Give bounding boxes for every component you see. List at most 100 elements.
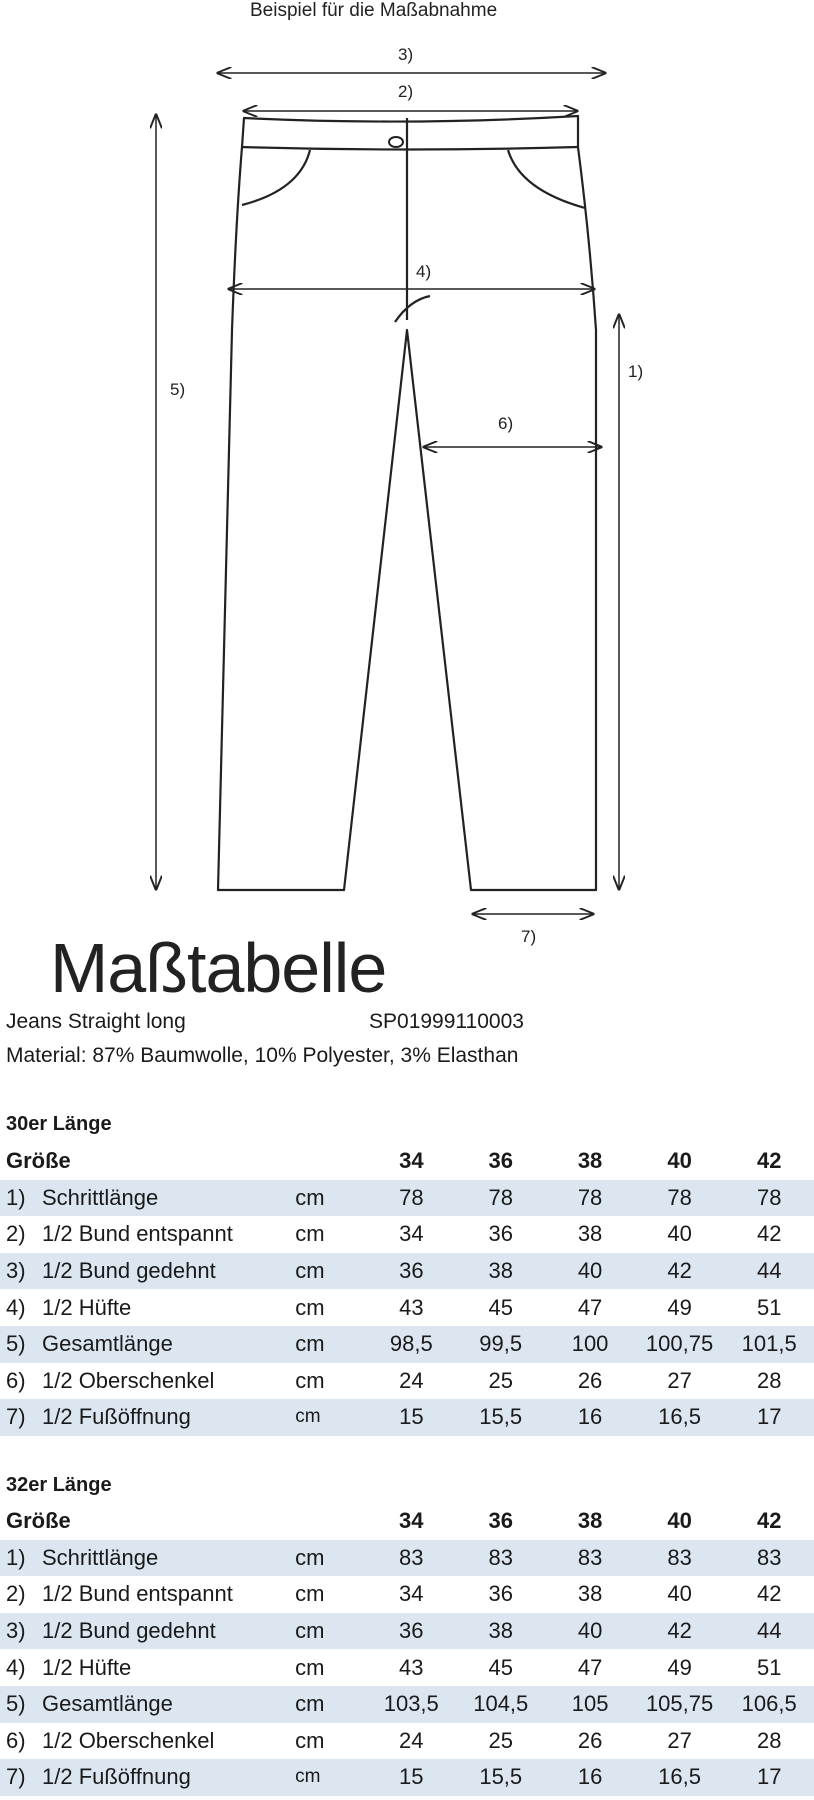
unit: cm xyxy=(295,1294,325,1320)
table-header-row: Größe 34 36 38 40 42 xyxy=(0,1503,814,1540)
measurement-value: 15 xyxy=(366,1399,457,1436)
label-2: 2) xyxy=(398,82,414,101)
section-title-30: 30er Länge xyxy=(6,1113,112,1135)
right-pocket xyxy=(506,149,586,210)
measurement-name: 6) 1/2 Oberschenkel xyxy=(0,1723,295,1760)
measurement-number: 1) xyxy=(6,1184,26,1210)
unit: cm xyxy=(295,1221,325,1247)
measurement-value: 83 xyxy=(634,1539,725,1577)
measurement-label: 1/2 Oberschenkel xyxy=(42,1727,215,1753)
measurement-number: 6) xyxy=(6,1367,26,1393)
unit: cm xyxy=(295,1685,367,1723)
measurement-value: 83 xyxy=(545,1539,635,1577)
measurement-label: 1/2 Hüfte xyxy=(42,1654,132,1680)
measurement-value: 27 xyxy=(667,1727,692,1753)
size-table-32: Größe 34 36 38 40 42 1) Schrittlänge cm 83 83 83 83 8… xyxy=(0,1503,814,1796)
measurement-number: 4) xyxy=(6,1294,26,1320)
measurement-value: 40 xyxy=(545,1612,635,1650)
size-column-header: 36 xyxy=(488,1148,513,1174)
article-number: SP01999110003 xyxy=(369,1010,524,1033)
measurement-name: 7) 1/2 Fußöffnung xyxy=(0,1399,296,1436)
measurement-value: 43 xyxy=(399,1294,424,1320)
table-row: 6) 1/2 Oberschenkel cm 24 25 26 27 28 xyxy=(0,1363,814,1400)
label-4: 4) xyxy=(416,262,432,281)
measurement-label: 1/2 Bund gedehnt xyxy=(42,1258,216,1284)
measurement-value: 83 xyxy=(724,1539,814,1577)
measurement-value: 38 xyxy=(456,1612,546,1650)
size-header: Größe xyxy=(6,1508,71,1534)
measurement-label: 1/2 Fußöffnung xyxy=(42,1764,191,1790)
measurement-value: 42 xyxy=(756,1221,782,1247)
pants-measurement-diagram xyxy=(0,0,814,960)
measurement-value: 78 xyxy=(724,1179,814,1217)
measurement-name: 1) Schrittlänge xyxy=(0,1539,296,1577)
measurement-label: Gesamtlänge xyxy=(42,1691,173,1717)
size-column-header: 40 xyxy=(667,1508,692,1534)
size-header: Größe xyxy=(6,1148,71,1174)
zip-mark xyxy=(394,294,431,323)
table-row: 2) 1/2 Bund entspannt cm 34 36 38 40 42 xyxy=(0,1216,814,1253)
measurement-value: 45 xyxy=(488,1294,513,1320)
measurement-label: Gesamtlänge xyxy=(42,1331,173,1357)
measurement-number: 5) xyxy=(6,1331,26,1357)
size-column-header: 36 xyxy=(488,1508,513,1534)
diagram-caption: Beispiel für die Maßabnahme xyxy=(250,0,498,21)
measurement-name: 7) 1/2 Fußöffnung xyxy=(0,1759,296,1796)
measurement-label: Schrittlänge xyxy=(42,1184,159,1210)
measurement-value: 16,5 xyxy=(634,1399,725,1436)
measurement-name: 6) 1/2 Oberschenkel xyxy=(0,1363,295,1400)
table-row: 7) 1/2 Fußöffnung cm 15 15,5 16 16,5 17 xyxy=(0,1399,814,1436)
left-pocket xyxy=(241,149,312,207)
size-table-30: Größe 34 36 38 40 42 1) Schrittlänge cm 78 78 78 78 7… xyxy=(0,1143,814,1436)
measurement-value: 105 xyxy=(545,1685,635,1723)
label-5: 5) xyxy=(170,380,186,399)
measurement-value: 78 xyxy=(366,1179,457,1217)
measurement-value: 36 xyxy=(366,1252,457,1290)
measurement-label: 1/2 Bund entspannt xyxy=(42,1221,233,1247)
measurement-name: 2) 1/2 Bund entspannt xyxy=(0,1216,295,1253)
measurement-value: 17 xyxy=(724,1399,814,1436)
table-row: 2) 1/2 Bund entspannt cm 34 36 38 40 42 xyxy=(0,1576,814,1613)
measurement-name: 5) Gesamtlänge xyxy=(0,1685,296,1723)
table-row: 6) 1/2 Oberschenkel cm 24 25 26 27 28 xyxy=(0,1723,814,1760)
measurement-label: 1/2 Fußöffnung xyxy=(42,1404,191,1430)
measurement-value: 104,5 xyxy=(456,1685,546,1723)
measurement-value: 100 xyxy=(545,1325,635,1363)
unit: cm xyxy=(295,1612,367,1650)
table-row: 5) Gesamtlänge cm 103,5 104,5 105 105,75 106,5 xyxy=(0,1685,814,1723)
measurement-value: 44 xyxy=(724,1612,814,1650)
measurement-value: 38 xyxy=(577,1221,603,1247)
measurement-name: 4) 1/2 Hüfte xyxy=(0,1649,295,1686)
measurement-name: 3) 1/2 Bund gedehnt xyxy=(0,1252,296,1290)
table-row: 1) Schrittlänge cm 78 78 78 78 78 xyxy=(0,1179,814,1217)
measurement-value: 24 xyxy=(399,1367,424,1393)
measurement-number: 7) xyxy=(6,1404,26,1430)
measurement-name: 5) Gesamtlänge xyxy=(0,1325,296,1363)
label-6: 6) xyxy=(498,414,514,433)
measurement-value: 78 xyxy=(456,1179,546,1217)
measurement-number: 2) xyxy=(6,1581,26,1607)
measurement-value: 36 xyxy=(488,1581,513,1607)
unit: cm xyxy=(295,1399,367,1436)
measurement-value: 27 xyxy=(667,1367,692,1393)
measurement-value: 45 xyxy=(488,1654,513,1680)
measurement-value: 16 xyxy=(545,1399,635,1436)
measurement-value: 47 xyxy=(577,1294,603,1320)
measurement-number: 5) xyxy=(6,1691,26,1717)
unit-header xyxy=(295,1143,366,1180)
measurement-value: 15,5 xyxy=(456,1759,546,1796)
material: Material: 87% Baumwolle, 10% Polyester, … xyxy=(6,1044,519,1067)
measurement-value: 34 xyxy=(399,1581,424,1607)
measurement-number: 1) xyxy=(6,1544,26,1570)
product-name: Jeans Straight long xyxy=(6,1010,186,1033)
measurement-value: 99,5 xyxy=(456,1325,546,1363)
measurement-number: 4) xyxy=(6,1654,26,1680)
measurement-number: 3) xyxy=(6,1618,26,1644)
measurement-value: 26 xyxy=(577,1367,603,1393)
measurement-value: 36 xyxy=(366,1612,456,1650)
measurement-label: 1/2 Bund entspannt xyxy=(42,1581,233,1607)
measurement-value: 42 xyxy=(634,1252,725,1290)
measurement-value: 28 xyxy=(756,1367,782,1393)
measurement-value: 40 xyxy=(545,1252,635,1290)
measurement-value: 83 xyxy=(366,1539,456,1577)
